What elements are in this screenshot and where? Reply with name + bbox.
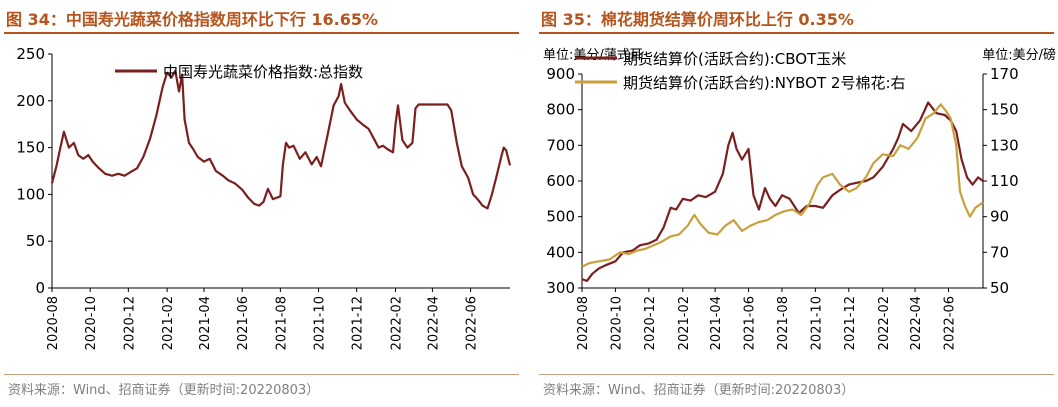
right-ytick-label: 900 [546, 65, 575, 83]
left-ytick-label: 200 [16, 92, 45, 110]
right-y2tick-label: 150 [990, 101, 1019, 119]
left-xtick-label: 2021-08 [274, 296, 289, 350]
left-ytick-label: 150 [16, 139, 45, 157]
right-legend-label-1: 期货结算价(活跃合约):CBOT玉米 [623, 50, 846, 68]
left-ytick-label: 250 [16, 45, 45, 63]
right-y2tick-label: 70 [990, 243, 1009, 261]
left-source-divider [4, 374, 519, 375]
right-chart: 300 400 500 600 700 800 900 50 70 90 110 130 150 170 2… [546, 50, 1019, 350]
right-series-line-2 [581, 103, 984, 268]
left-xtick-label: 2021-12 [351, 296, 366, 350]
right-series-line-1 [581, 101, 984, 282]
left-xtick-label: 2020-10 [84, 296, 99, 350]
right-left-axis-unit: 单位:美分/蒲式耳 [543, 48, 643, 63]
left-chart-title: 图 34：中国寿光蔬菜价格指数周环比下行 16.65% [6, 10, 379, 29]
left-title-divider [4, 32, 519, 34]
left-ytick-label: 100 [16, 185, 45, 203]
left-xtick-label: 2021-02 [161, 296, 176, 350]
left-xtick-label: 2021-06 [236, 296, 251, 350]
right-y2tick-label: 170 [990, 65, 1019, 83]
right-source-divider [539, 374, 1054, 375]
right-source-note: 资料来源：Wind、招商证券（更新时间:20220803） [543, 383, 855, 398]
right-xtick-label: 2021-08 [776, 296, 791, 350]
left-legend-label-1: 中国寿光蔬菜价格指数:总指数 [163, 63, 363, 81]
right-xtick-label: 2020-08 [576, 296, 591, 350]
right-chart-panel: 图 35：棉花期货结算价周环比上行 0.35% 单位:美分/蒲式耳 单位:美分/… [535, 0, 1058, 407]
left-xtick-label: 2021-04 [198, 296, 213, 350]
right-right-axis-unit: 单位:美分/磅 [982, 48, 1056, 63]
left-chart: 0 50 100 150 200 250 2020-08 2020-10 2020-12 2021… [16, 45, 512, 350]
right-xtick-label: 2021-02 [677, 296, 692, 350]
right-xtick-label: 2022-06 [942, 296, 957, 350]
right-y2tick-label: 130 [990, 136, 1019, 154]
right-ytick-label: 800 [546, 101, 575, 119]
right-ytick-label: 300 [546, 279, 575, 297]
right-legend-label-2: 期货结算价(活跃合约):NYBOT 2号棉花:右 [623, 74, 906, 92]
right-ytick-label: 700 [546, 136, 575, 154]
right-chart-title: 图 35：棉花期货结算价周环比上行 0.35% [541, 10, 854, 29]
left-xtick-label: 2022-04 [426, 296, 441, 350]
left-ytick-label: 0 [35, 279, 45, 297]
right-xtick-label: 2022-04 [909, 296, 924, 350]
left-xtick-label: 2021-10 [313, 296, 328, 350]
left-xtick-label: 2020-12 [122, 296, 137, 350]
right-title-divider [539, 32, 1054, 34]
right-xtick-label: 2021-12 [843, 296, 858, 350]
right-y2tick-label: 90 [990, 208, 1009, 226]
right-xtick-label: 2021-04 [709, 296, 724, 350]
left-series-line-1 [50, 69, 512, 210]
right-ytick-label: 500 [546, 208, 575, 226]
right-ytick-label: 600 [546, 172, 575, 190]
left-xtick-label: 2020-08 [46, 296, 61, 350]
left-xtick-label: 2022-06 [465, 296, 480, 350]
right-y2tick-label: 110 [990, 172, 1019, 190]
right-xtick-label: 2022-02 [877, 296, 892, 350]
left-source-note: 资料来源：Wind、招商证券（更新时间:20220803） [8, 383, 320, 398]
left-xtick-label: 2022-02 [390, 296, 405, 350]
right-xtick-label: 2021-06 [743, 296, 758, 350]
right-ytick-label: 400 [546, 243, 575, 261]
right-y2tick-label: 50 [990, 279, 1009, 297]
right-xtick-label: 2020-10 [609, 296, 624, 350]
right-xtick-label: 2020-12 [643, 296, 658, 350]
left-chart-panel: 图 34：中国寿光蔬菜价格指数周环比下行 16.65% 0 50 100 150 200… [0, 0, 523, 407]
left-ytick-label: 50 [26, 232, 45, 250]
right-xtick-label: 2021-10 [809, 296, 824, 350]
